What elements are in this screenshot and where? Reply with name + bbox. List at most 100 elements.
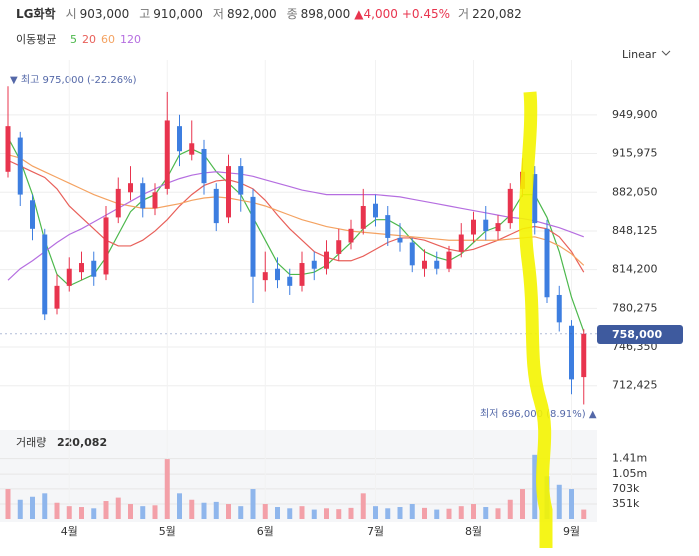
ma-line <box>7 171 584 281</box>
change: ▲4,000 <box>354 7 398 21</box>
y-tick-label: 1.41m <box>612 452 647 465</box>
y-tick-label: 848,125 <box>612 224 658 237</box>
candle-body <box>275 268 280 281</box>
volume-bar <box>556 484 562 519</box>
field-label: 거 <box>458 7 469 21</box>
y-tick-label: 712,425 <box>612 379 658 392</box>
candle-body <box>140 183 146 209</box>
volume-bar <box>201 502 207 519</box>
candle-body <box>189 143 195 155</box>
x-tick-label: 5월 <box>159 525 176 538</box>
candle-body <box>5 126 11 172</box>
candle-body <box>360 206 366 229</box>
volume-panel <box>0 430 597 522</box>
volume-bar <box>471 504 476 519</box>
x-tick-label: 4월 <box>61 525 78 538</box>
candle-body <box>422 260 427 269</box>
y-tick-label: 351k <box>612 497 640 510</box>
volume-bar <box>42 493 48 519</box>
candle-body <box>287 276 293 286</box>
volume-bar <box>140 506 146 519</box>
legend-entry: 60 <box>101 33 115 46</box>
candle-body <box>483 219 489 232</box>
volume-bar <box>5 489 11 519</box>
candle-body <box>507 188 513 224</box>
volume-bar <box>311 509 317 519</box>
volume-title: 거래량 <box>16 436 46 449</box>
field-label: 종 <box>287 7 298 21</box>
y-tick-label: 780,275 <box>612 301 658 314</box>
high-note: ▼ 최고 975,000 (-22.26%) <box>10 74 137 86</box>
volume-bar <box>103 501 109 519</box>
volume-bar <box>54 502 60 519</box>
volume-bar <box>79 507 84 519</box>
candle-body <box>348 228 354 243</box>
volume-bar <box>495 508 501 519</box>
ma-label: 이동평균 <box>16 33 56 46</box>
candle-body <box>17 137 23 195</box>
field-label: 시 <box>66 7 77 21</box>
field-value: 892,000 <box>227 7 277 21</box>
candle-body <box>30 200 35 229</box>
candle-body <box>458 234 464 252</box>
volume-bar <box>250 489 256 519</box>
scale-toggle[interactable]: Linear <box>622 48 657 61</box>
last-price-badge <box>597 325 683 344</box>
volume-bar <box>164 459 170 519</box>
candle-body <box>128 183 133 193</box>
candle-body <box>42 234 48 315</box>
y-tick-label: 949,900 <box>612 108 658 121</box>
y-tick-label: 1.05m <box>612 467 647 480</box>
volume-bar <box>262 504 268 519</box>
candle-body <box>324 251 329 269</box>
volume-bar <box>115 497 121 519</box>
volume-bar <box>507 499 513 519</box>
volume-bar <box>66 506 72 519</box>
x-tick-label: 6월 <box>257 525 274 538</box>
candle-body <box>201 148 207 184</box>
candle-body <box>569 325 574 380</box>
candle-body <box>532 174 538 224</box>
volume-bar <box>373 506 378 519</box>
candle-body <box>177 126 182 152</box>
change-pct: +0.45% <box>402 7 450 21</box>
field-value: 903,000 <box>80 7 130 21</box>
volume-bar <box>385 508 391 519</box>
y-tick-label: 882,050 <box>612 185 658 198</box>
candle-body <box>495 223 501 232</box>
header: LG화학 시 903,000 고 910,000 저 892,000 종 898,000 ▲4,0… <box>16 6 522 21</box>
volume-bar <box>360 493 366 519</box>
last-price: 758,000 <box>612 328 662 341</box>
legend-entry: 20 <box>82 33 96 46</box>
volume-bar <box>409 504 415 519</box>
stock-name: LG화학 <box>16 6 56 21</box>
volume-bar <box>434 509 440 519</box>
candle-body <box>79 263 84 273</box>
volume-bar <box>397 507 403 519</box>
y-tick-label: 915,975 <box>612 147 658 160</box>
ma-line <box>7 159 585 273</box>
field-value: 898,000 <box>301 7 351 21</box>
volume-bar <box>458 506 464 519</box>
candle-body <box>311 260 317 269</box>
volume-bar <box>17 499 23 519</box>
candle-body <box>164 120 170 189</box>
volume-bar <box>287 508 293 519</box>
candle-body <box>373 203 378 218</box>
legend-entry: 120 <box>120 33 141 46</box>
volume-bar <box>348 507 354 519</box>
candle-body <box>91 260 97 277</box>
volume-bar <box>152 505 158 519</box>
volume-bar <box>128 504 133 519</box>
dropdown-icon[interactable] <box>661 50 671 56</box>
volume-bar <box>189 499 195 519</box>
field-label: 저 <box>213 7 224 21</box>
candle-body <box>238 166 244 195</box>
volume-bar <box>520 489 525 519</box>
candle-body <box>434 260 440 269</box>
volume-bar <box>213 501 219 519</box>
volume-bar <box>532 454 538 519</box>
candle-body <box>544 228 550 298</box>
candle-body <box>556 294 562 323</box>
volume-bar <box>336 509 342 519</box>
